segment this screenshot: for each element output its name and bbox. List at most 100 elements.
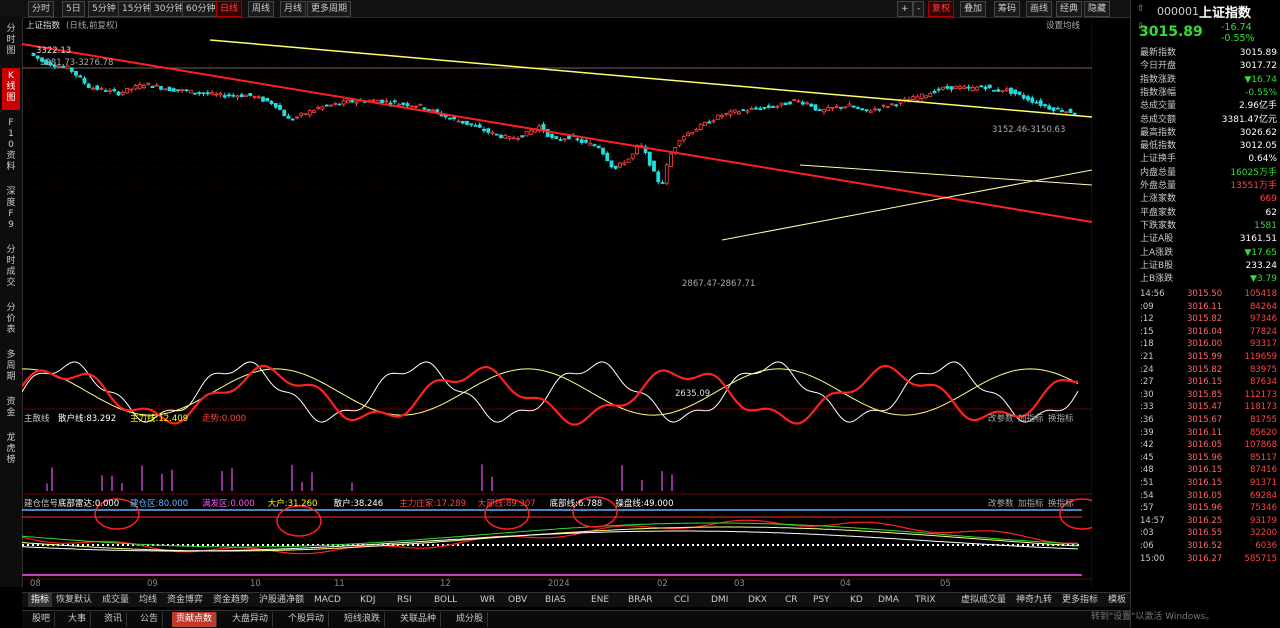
left-tab-6[interactable]: 多周期	[6, 350, 16, 382]
tick-volume: 93317	[1249, 339, 1277, 350]
nav-up-icon[interactable]: ⇧	[1137, 4, 1145, 14]
zoom-in-button[interactable]: +	[897, 1, 913, 17]
left-tab-7[interactable]: 资金	[6, 397, 16, 418]
period-tab-6[interactable]: 日线	[216, 1, 243, 17]
indicator-tab-18[interactable]: DKX	[748, 595, 767, 605]
indicator-tab-2[interactable]: 成交量	[102, 595, 130, 605]
info-tab-8[interactable]: 关联品种	[396, 612, 442, 627]
toolbar-button-1[interactable]: 叠加	[960, 1, 987, 17]
tick-time: 14:57	[1140, 515, 1165, 526]
indicator-tab-4[interactable]: 资金博弈	[167, 595, 204, 605]
toolbar-button-3[interactable]: 画线	[1026, 1, 1053, 17]
date-axis: 08 09 10 11 12 2024 02 03 04 05	[22, 579, 1092, 591]
indicator-tab-1[interactable]: 恢复默认	[56, 595, 93, 605]
candle-body	[1051, 107, 1056, 111]
indicator-tool-1[interactable]: 加指标	[1018, 499, 1044, 509]
candle-body	[278, 104, 282, 111]
nav-down-icon[interactable]: ⇩	[1137, 22, 1145, 32]
info-tab-9[interactable]: 成分股	[452, 612, 489, 627]
period-tab-0[interactable]: 分时	[28, 1, 55, 17]
candle-body	[715, 114, 720, 120]
info-tab-3[interactable]: 公告	[136, 612, 164, 627]
indicator-tab-0[interactable]: 指标	[28, 593, 53, 607]
info-tab-6[interactable]: 个股异动	[284, 612, 330, 627]
candle-body	[834, 106, 839, 108]
indicator-tool-2[interactable]: 换指标	[1048, 499, 1074, 509]
period-tab-1[interactable]: 5日	[62, 1, 85, 17]
red-circle-annotation	[484, 498, 530, 530]
tick-price: 3015.82	[1187, 364, 1223, 375]
indicator-tab-23[interactable]: TRIX	[915, 595, 936, 605]
info-tab-2[interactable]: 资讯	[100, 612, 128, 627]
indicator-tab-19[interactable]: CR	[785, 595, 798, 605]
indicator-tab-25[interactable]: 神奇九转	[1016, 595, 1053, 605]
indicator-tab-27[interactable]: 模板	[1108, 595, 1127, 605]
date-axis-label: 12	[440, 579, 451, 589]
indicator-tab-22[interactable]: DMA	[878, 595, 899, 605]
indicator-tool-1[interactable]: 加指标	[1018, 414, 1044, 424]
info-tab-1[interactable]: 大事	[64, 612, 92, 627]
ma-settings-link[interactable]: 设置均线	[1046, 21, 1081, 31]
period-tab-9[interactable]: 更多周期	[307, 1, 352, 17]
indicator-tab-5[interactable]: 资金趋势	[213, 595, 250, 605]
indicator-tab-16[interactable]: CCI	[674, 595, 690, 605]
info-tab-5[interactable]: 大盘异动	[228, 612, 274, 627]
candle-body	[108, 89, 112, 92]
indicator-tab-11[interactable]: WR	[480, 595, 496, 605]
indicator-tool-2[interactable]: 换指标	[1048, 414, 1074, 424]
period-tab-2[interactable]: 5分钟	[88, 1, 120, 17]
zoom-out-button[interactable]: -	[913, 1, 925, 17]
indicator-tab-8[interactable]: KDJ	[360, 595, 376, 605]
period-tab-5[interactable]: 60分钟	[182, 1, 220, 17]
info-tab-4[interactable]: 贡献点数	[172, 612, 218, 627]
tick-price: 3016.15	[1187, 377, 1223, 388]
indicator-tab-21[interactable]: KD	[850, 595, 863, 605]
period-tab-8[interactable]: 月线	[280, 1, 307, 17]
tick-row: :21 3015.99 119659	[1131, 351, 1279, 364]
candle-body	[1060, 109, 1064, 113]
left-tab-8[interactable]: 龙虎榜	[6, 433, 16, 465]
period-tab-7[interactable]: 周线	[248, 1, 275, 17]
indicator-tab-3[interactable]: 均线	[139, 595, 158, 605]
indicator-tab-14[interactable]: ENE	[591, 595, 610, 605]
toolbar-button-4[interactable]: 经典	[1056, 1, 1083, 17]
candle-body	[958, 86, 962, 90]
indicator-value-7: 底部线:6.788	[549, 499, 603, 509]
indicator-tab-12[interactable]: OBV	[508, 595, 528, 605]
indicator-tab-26[interactable]: 更多指标	[1062, 595, 1099, 605]
indicator-tab-17[interactable]: DMI	[711, 595, 729, 605]
info-tab-7[interactable]: 短线浪跌	[340, 612, 386, 627]
indicator-tab-15[interactable]: BRAR	[628, 595, 653, 605]
tick-price: 3015.67	[1187, 415, 1223, 425]
indicator-tab-9[interactable]: RSI	[397, 595, 412, 605]
candle-body	[724, 112, 729, 115]
indicator-tool-0[interactable]: 改参数	[988, 499, 1014, 509]
toolbar-button-5[interactable]: 隐藏	[1084, 1, 1111, 17]
candle-body	[575, 138, 580, 141]
left-tab-4[interactable]: 分时成交	[6, 245, 16, 288]
indicator-tab-7[interactable]: MACD	[314, 595, 341, 605]
left-tab-0[interactable]: 分时图	[6, 24, 16, 56]
red-circle-annotation	[276, 505, 322, 537]
indicator-tab-20[interactable]: PSY	[813, 595, 830, 605]
indicator-tool-0[interactable]: 改参数	[988, 414, 1014, 424]
indicator-tab-24[interactable]: 虚拟成交量	[961, 595, 1007, 605]
toolbar-button-0[interactable]: 复权	[928, 1, 955, 17]
candlestick-series	[31, 52, 1077, 186]
date-axis-label: 04	[840, 579, 851, 589]
info-tab-0[interactable]: 股吧	[28, 612, 56, 627]
date-axis-label: 08	[30, 579, 41, 589]
indicator-tab-10[interactable]: BOLL	[434, 595, 458, 605]
candle-body	[346, 99, 350, 104]
kline-chart-area[interactable]: 3300.003250.003200.003150.003100.003050.…	[22, 17, 1092, 587]
quote-field-label: 最高指数	[1140, 127, 1177, 138]
indicator-tab-6[interactable]: 沪股通净额	[259, 595, 305, 605]
toolbar-button-2[interactable]: 筹码	[994, 1, 1021, 17]
indicator-tab-13[interactable]: BIAS	[545, 595, 566, 605]
left-tab-5[interactable]: 分价表	[6, 303, 16, 335]
indicator-tab-bar: 指标 恢复默认 成交量 均线 资金博弈 资金趋势 沪股通净额 MACD KDJ RSI BOLL WR…	[22, 592, 1132, 607]
candle-body	[868, 110, 873, 114]
